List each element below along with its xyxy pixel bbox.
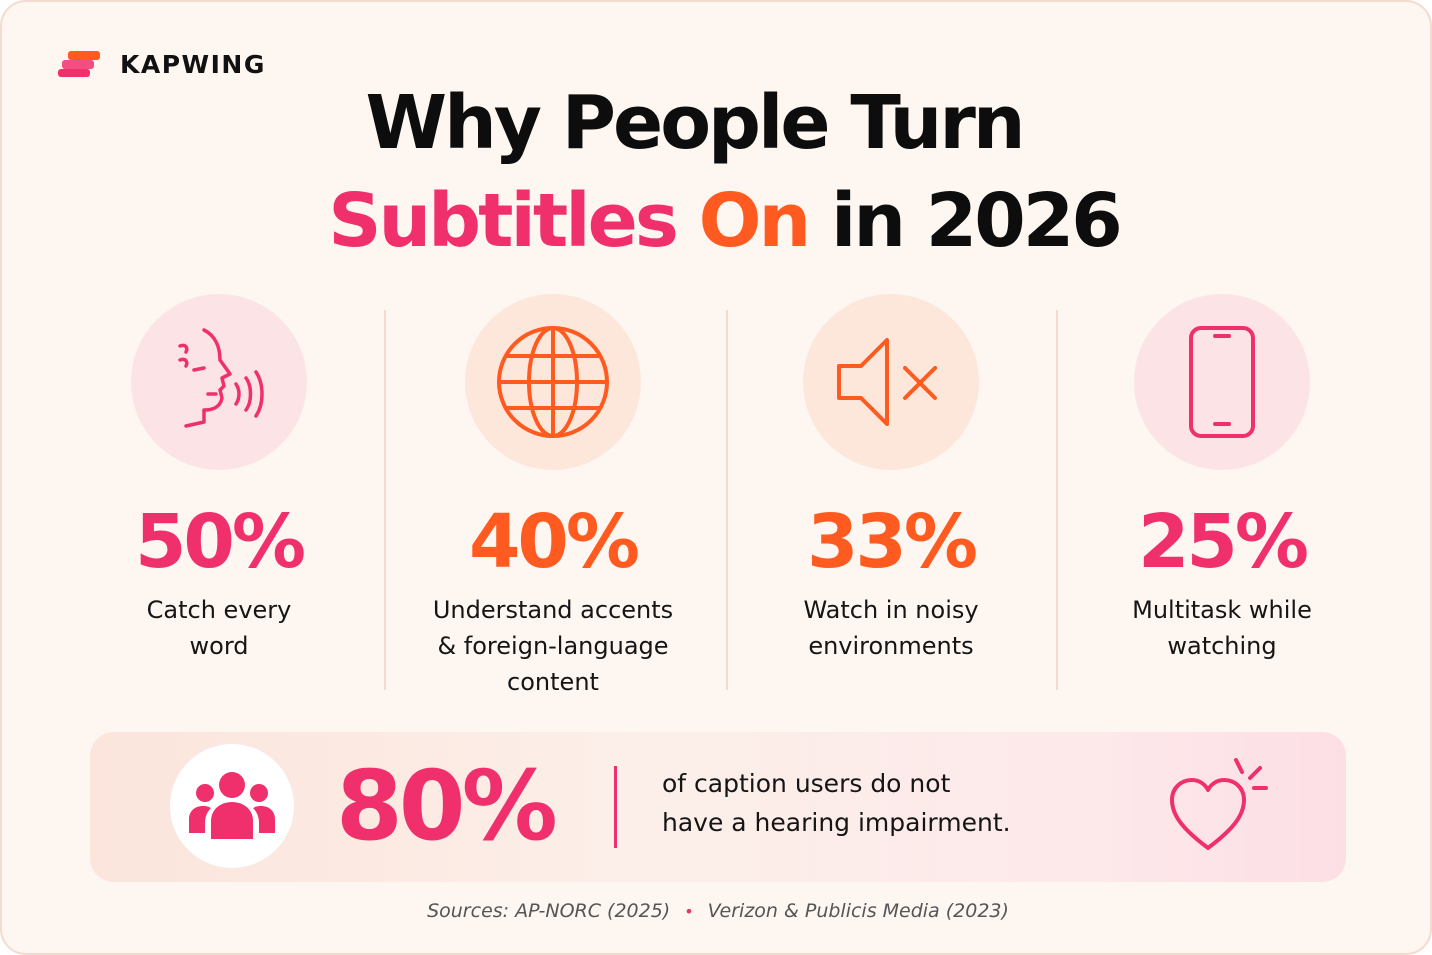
stat-noisy-environments: 33% Watch in noisy environments: [726, 294, 1056, 664]
stat-description-line: content: [507, 668, 599, 696]
stat-description-line: Understand accents: [432, 596, 674, 624]
source-ap-norc: Sources: AP-NORC (2025): [427, 900, 671, 922]
stat-icon-circle: [131, 294, 307, 470]
stat-catch-every-word: 50% Catch every word: [54, 294, 384, 664]
stat-description: Catch every word: [54, 592, 384, 664]
stat-description-line: Watch in noisy: [803, 596, 979, 624]
title-word-on: On: [698, 178, 812, 264]
column-divider: [1056, 310, 1058, 690]
stat-description-line: environments: [808, 632, 974, 660]
stat-icon-circle: [1134, 294, 1310, 470]
stat-icon-circle: [465, 294, 641, 470]
brand-name: KAPWING: [120, 49, 266, 79]
stat-description-line: Multitask while: [1132, 596, 1312, 624]
stat-description-line: word: [189, 632, 249, 660]
globe-icon: [493, 322, 613, 442]
sources-line: Sources: AP-NORC (2025) • Verizon & Public…: [2, 900, 1430, 922]
highlight-text-line: have a hearing impairment.: [662, 808, 1011, 837]
highlight-text: of caption users do not have a hearing i…: [662, 764, 1082, 842]
kapwing-logo-icon: [58, 49, 102, 79]
stat-description-line: & foreign-language: [437, 632, 669, 660]
muted-speaker-icon: [831, 332, 951, 432]
page-title-line-1: Why People Turn: [365, 80, 1025, 166]
stat-description-line: Catch every: [146, 596, 292, 624]
highlight-banner: 80% of caption users do not have a heari…: [90, 732, 1346, 882]
stat-description: Multitask while watching: [1057, 592, 1387, 664]
stat-icon-circle: [803, 294, 979, 470]
source-verizon: Verizon & Publicis Media (2023): [707, 900, 1009, 922]
stat-description: Watch in noisy environments: [726, 592, 1056, 664]
stat-value: 40%: [468, 499, 640, 585]
speaking-face-icon: [164, 322, 274, 442]
stat-multitask: 25% Multitask while watching: [1057, 294, 1387, 664]
title-word-subtitles: Subtitles: [328, 178, 679, 264]
column-divider: [726, 310, 728, 690]
smartphone-icon: [1187, 324, 1257, 440]
page-title-line-2: Subtitles On in 2026: [8, 178, 1430, 264]
heart-icon: [1164, 756, 1274, 860]
stat-value: 50%: [134, 499, 306, 585]
title-word-year: in 2026: [831, 178, 1123, 264]
source-separator: •: [684, 902, 694, 921]
stat-description-line: watching: [1167, 632, 1277, 660]
people-icon-circle: [170, 744, 294, 868]
highlight-divider: [614, 766, 617, 848]
highlight-text-line: of caption users do not: [662, 769, 951, 798]
stat-value: 33%: [806, 499, 978, 585]
stat-understand-accents: 40% Understand accents & foreign-languag…: [388, 294, 718, 700]
people-group-icon: [189, 769, 275, 843]
stat-description: Understand accents & foreign-language co…: [388, 592, 718, 700]
brand-logo: KAPWING: [58, 49, 266, 79]
stat-value: 25%: [1137, 499, 1309, 585]
highlight-value: 80%: [336, 750, 558, 862]
column-divider: [384, 310, 386, 690]
